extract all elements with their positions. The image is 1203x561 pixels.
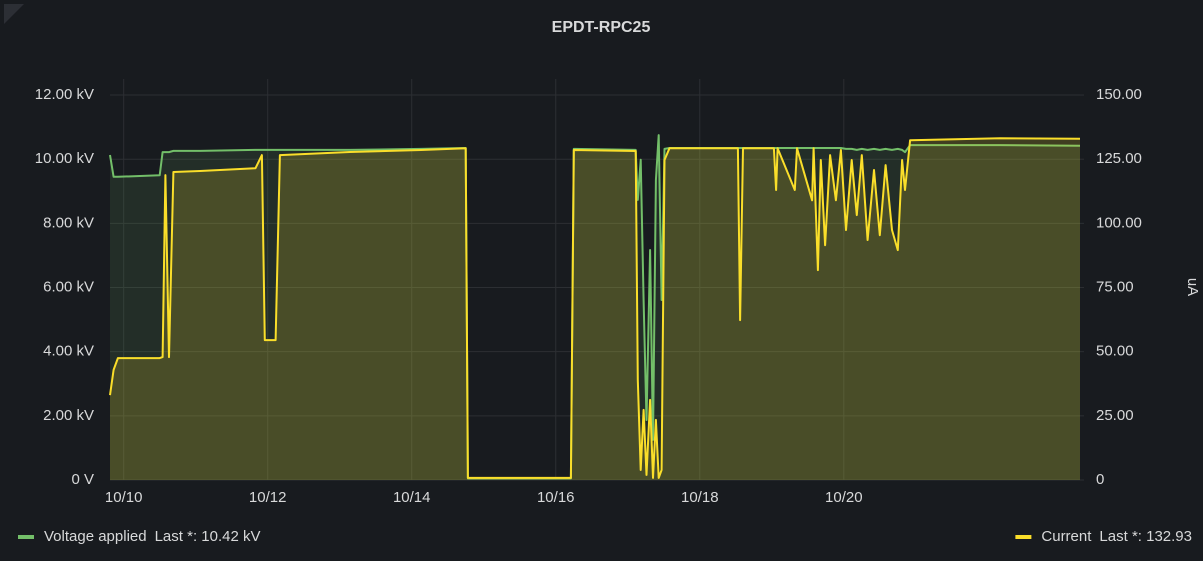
legend-name: Current xyxy=(1041,528,1092,545)
y2-tick-label: 0 xyxy=(1096,471,1104,488)
y2-tick-label: 75.00 xyxy=(1096,278,1134,295)
y2-tick-label: 50.00 xyxy=(1096,343,1134,360)
legend-swatch xyxy=(18,535,34,539)
x-tick-label: 10/18 xyxy=(681,489,719,506)
y-tick-label: 10.00 kV xyxy=(35,150,94,167)
y-tick-label: 8.00 kV xyxy=(43,214,94,231)
chart-title: EPDT-RPC25 xyxy=(552,19,651,36)
y-tick-label: 2.00 kV xyxy=(43,407,94,424)
y2-tick-label: 100.00 xyxy=(1096,214,1142,231)
x-tick-label: 10/14 xyxy=(393,489,431,506)
area xyxy=(110,135,1080,480)
x-tick-label: 10/12 xyxy=(249,489,287,506)
x-tick-label: 10/10 xyxy=(105,489,143,506)
y-tick-label: 12.00 kV xyxy=(35,86,94,103)
area xyxy=(110,138,1080,480)
y-tick-label: 4.00 kV xyxy=(43,343,94,360)
y2-tick-label: 125.00 xyxy=(1096,150,1142,167)
info-corner[interactable] xyxy=(4,4,24,24)
legend-swatch xyxy=(1015,535,1032,539)
x-tick-label: 10/16 xyxy=(537,489,575,506)
legend-last: Last *: 10.42 kV xyxy=(155,528,261,545)
y2-tick-label: 25.00 xyxy=(1096,407,1134,424)
y2-axis-label: uA xyxy=(1184,278,1201,296)
legend-last: Last *: 132.93 xyxy=(1099,528,1192,545)
y2-tick-label: 150.00 xyxy=(1096,86,1142,103)
x-tick-label: 10/20 xyxy=(825,489,863,506)
line xyxy=(109,137,1081,479)
y-tick-label: 0 V xyxy=(71,471,94,488)
y-tick-label: 6.00 kV xyxy=(43,278,94,295)
legend-name: Voltage applied xyxy=(44,528,147,545)
